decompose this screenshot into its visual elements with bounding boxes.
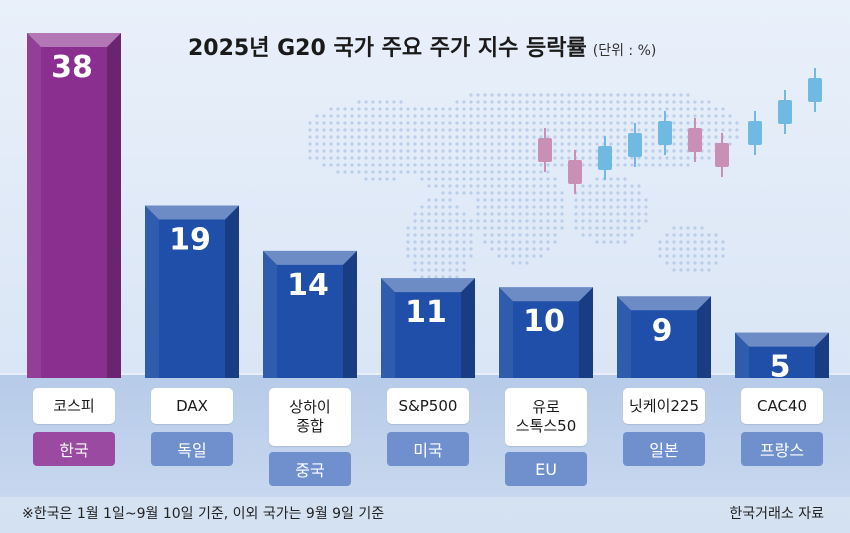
bar-value-label: 38	[51, 50, 93, 85]
country-label: 미국	[387, 432, 469, 466]
bar-value-label: 19	[169, 223, 211, 258]
candlestick-icon	[808, 68, 822, 112]
chart-title: 2025년 G20 국가 주요 주가 지수 등락률 (단위 : %)	[188, 30, 748, 62]
candlestick-icon	[628, 123, 642, 167]
index-name-label: 코스피	[33, 388, 115, 424]
bar: 11	[381, 278, 475, 378]
bar: 38	[27, 33, 121, 378]
candlestick-icon	[658, 111, 672, 155]
index-name-label: 상하이 종합	[269, 388, 351, 446]
country-label: 프랑스	[741, 432, 823, 466]
bar-value-label: 11	[405, 295, 447, 330]
country-label: EU	[505, 452, 587, 486]
map-dots	[308, 93, 739, 286]
candlestick-icon	[568, 150, 582, 194]
source-note: 한국거래소 자료	[729, 506, 824, 522]
country-label: 중국	[269, 452, 351, 486]
candlestick-icon	[688, 118, 702, 162]
index-name-label: 닛케이225	[623, 388, 705, 424]
title-text: 2025년 G20 국가 주요 주가 지수 등락률	[188, 36, 587, 61]
country-label: 일본	[623, 432, 705, 466]
country-label: 독일	[151, 432, 233, 466]
index-name-label: 유로 스톡스50	[505, 388, 587, 446]
bar: 9	[617, 296, 711, 378]
index-name-label: CAC40	[741, 388, 823, 424]
bar: 14	[263, 250, 357, 378]
candlestick-icon	[778, 90, 792, 134]
footnote: ※한국은 1월 1일~9월 10일 기준, 이외 국가는 9월 9일 기준	[22, 506, 385, 522]
bar-value-label: 9	[652, 313, 673, 348]
bar-value-label: 14	[287, 268, 329, 303]
candlestick-icon	[715, 133, 729, 177]
index-name-label: S&P500	[387, 388, 469, 424]
unit-label: (단위 : %)	[592, 43, 657, 59]
bar: 5	[735, 332, 829, 385]
bar: 19	[145, 205, 239, 378]
country-label: 한국	[33, 432, 115, 466]
bar: 10	[499, 287, 593, 378]
candlestick-icon	[748, 111, 762, 155]
index-name-label: DAX	[151, 388, 233, 424]
bar-value-label: 10	[523, 304, 565, 339]
candlestick-icon	[538, 128, 552, 172]
bar-value-label: 5	[770, 350, 791, 385]
candlestick-icon	[598, 136, 612, 180]
